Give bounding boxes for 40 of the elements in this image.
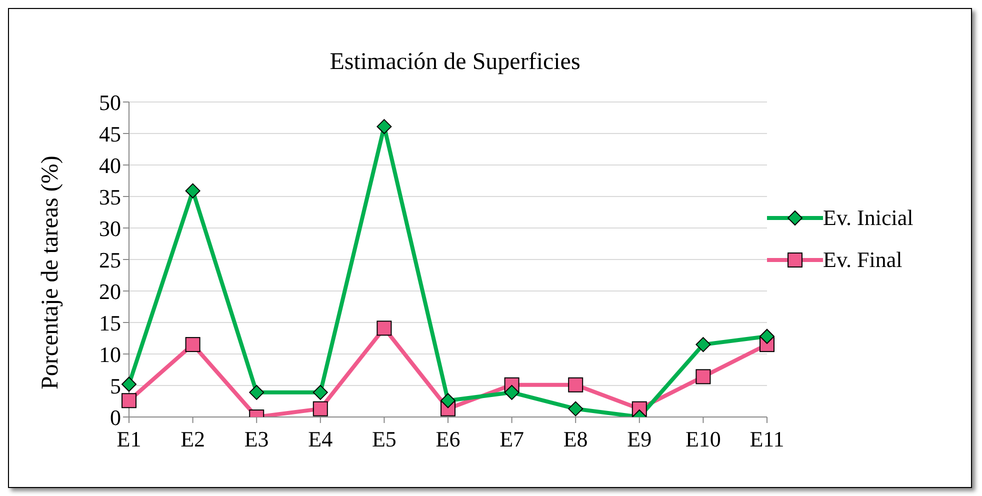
point <box>312 401 328 416</box>
y-axis-title: Porcentaje de tareas (%) <box>38 156 64 390</box>
y-tick-label: 45 <box>99 121 121 146</box>
chart-title: Estimación de Superficies <box>328 49 582 76</box>
point <box>568 401 584 416</box>
legend-label: Ev. Final <box>823 247 902 273</box>
y-tick-label: 25 <box>99 247 121 272</box>
point <box>440 393 456 408</box>
point <box>696 369 711 384</box>
y-tick-label: 40 <box>99 152 121 178</box>
x-tick-label: E4 <box>308 426 333 452</box>
y-tick-label: 50 <box>99 90 121 115</box>
point <box>376 320 392 336</box>
point <box>568 377 584 392</box>
x-tick-label: E8 <box>563 426 588 452</box>
point <box>249 384 264 400</box>
point <box>376 119 392 134</box>
x-tick-label: E9 <box>627 426 652 452</box>
x-tick-label: E11 <box>750 426 784 452</box>
x-tick-label: E10 <box>685 426 721 452</box>
point <box>185 337 200 352</box>
x-tick-label: E2 <box>180 426 206 452</box>
legend-label: Ev. Inicial <box>823 205 914 231</box>
point <box>760 328 774 344</box>
point <box>696 337 711 352</box>
x-tick-label: E3 <box>244 426 269 452</box>
point <box>312 384 328 400</box>
y-tick-label: 10 <box>99 342 121 367</box>
y-tick-label: 15 <box>99 310 121 336</box>
x-tick-label: E5 <box>372 426 396 452</box>
y-tick-label: 30 <box>99 216 121 241</box>
y-tick-label: 5 <box>110 373 121 398</box>
point <box>504 384 520 400</box>
x-tick-label: E7 <box>500 426 524 452</box>
y-tick-label: 35 <box>99 184 121 210</box>
point <box>185 183 200 198</box>
y-tick-label: 20 <box>99 278 121 304</box>
point <box>122 376 136 392</box>
x-tick-label: E6 <box>436 426 460 452</box>
point <box>122 393 136 408</box>
